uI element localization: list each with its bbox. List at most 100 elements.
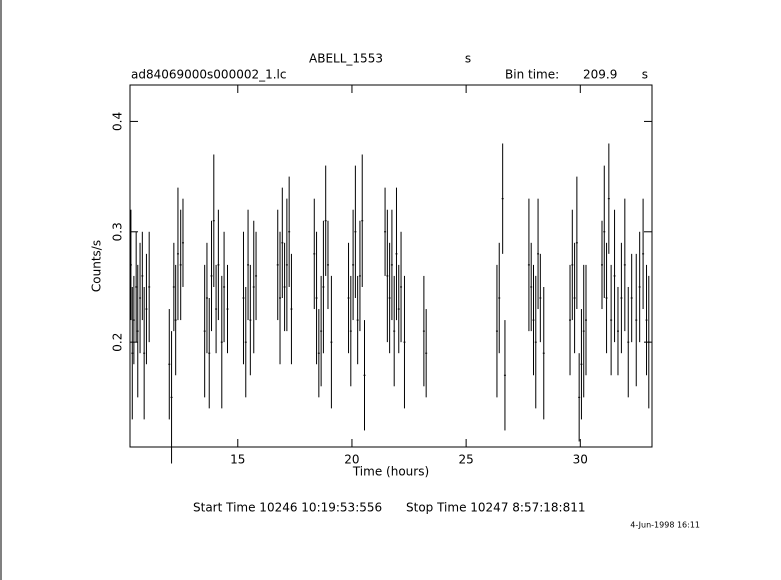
data-point (181, 198, 184, 287)
y-axis-label: Counts/s (90, 240, 104, 292)
data-point (249, 264, 252, 376)
data-point (616, 286, 619, 376)
data-point (315, 231, 318, 365)
data-point (495, 264, 498, 398)
data-point (395, 187, 398, 321)
data-point (534, 275, 537, 409)
data-point (220, 275, 223, 409)
y-tick-label: 0.3 (111, 222, 125, 241)
data-point (386, 209, 389, 343)
data-point (290, 253, 293, 365)
x-axis-label: Time (hours) (352, 465, 429, 479)
data-point (223, 231, 226, 343)
data-point (569, 264, 572, 376)
data-point (605, 242, 608, 354)
data-point (403, 275, 406, 409)
data-point (645, 264, 648, 376)
data-point (210, 220, 213, 332)
data-point (397, 264, 400, 354)
data-point (647, 275, 650, 409)
data-point (635, 253, 638, 387)
data-point (139, 242, 142, 354)
data-point (501, 143, 504, 254)
data-point (352, 209, 355, 321)
data-point (208, 298, 211, 409)
data-point (212, 154, 215, 287)
data-point (422, 275, 425, 387)
data-point (174, 264, 177, 376)
data-point (247, 209, 250, 321)
data-point (498, 242, 501, 354)
data-point (288, 176, 291, 287)
data-point (145, 253, 148, 365)
data-point (425, 309, 428, 398)
data-point (317, 309, 320, 398)
data-point (356, 275, 359, 365)
data-point (613, 209, 616, 343)
data-point (215, 264, 218, 354)
data-point (623, 198, 626, 332)
data-point (580, 309, 583, 420)
data-point (361, 154, 364, 287)
chart-title: ABELL_1553 (309, 52, 383, 66)
data-point (168, 309, 171, 420)
data-point (148, 231, 151, 343)
x-tick-label: 15 (230, 453, 245, 467)
data-point (135, 231, 138, 343)
x-tick-label: 25 (458, 453, 473, 467)
data-point (578, 353, 581, 442)
data-point (244, 286, 247, 398)
start-time: Start Time 10246 10:19:53:556 (193, 501, 382, 515)
data-point (530, 242, 533, 332)
data-point (143, 286, 146, 420)
data-point (610, 264, 613, 376)
data-point (527, 198, 530, 332)
file-name: ad84069000s000002_1.lc (131, 68, 287, 82)
data-point (400, 231, 403, 343)
data-point (281, 187, 284, 299)
data-point (393, 275, 396, 387)
data-point (217, 209, 220, 321)
data-point (607, 143, 610, 254)
data-point (630, 253, 633, 343)
data-point (358, 220, 361, 332)
data-point (322, 220, 325, 354)
data-point (571, 209, 574, 321)
data-point (279, 231, 282, 365)
data-point (320, 275, 323, 387)
data-point (330, 275, 333, 409)
data-point (226, 264, 229, 354)
data-point (390, 209, 393, 321)
bin-time: 209.9 (583, 68, 617, 82)
data-point (276, 209, 279, 321)
data-point (205, 242, 208, 354)
data-point (620, 242, 623, 354)
data-point (582, 264, 585, 398)
data-point (542, 286, 545, 420)
data-point (349, 275, 352, 387)
data-point (242, 231, 245, 365)
data-point (129, 209, 132, 321)
data-point (283, 242, 286, 332)
x-tick-label: 30 (573, 453, 588, 467)
data-point (532, 264, 535, 376)
y-tick-label: 0.4 (111, 112, 125, 131)
data-point (141, 231, 144, 321)
data-point (285, 198, 288, 332)
data-point (627, 286, 630, 398)
data-point (179, 209, 182, 321)
date-stamp: 4-Jun-1998 16:11 (630, 521, 700, 530)
data-point (131, 286, 134, 420)
data-point (638, 231, 641, 343)
plot-frame (129, 84, 653, 448)
data-point (313, 198, 316, 310)
x-tick-label: 20 (344, 453, 359, 467)
bin-time-label: Bin time: (505, 68, 559, 82)
data-point (539, 253, 542, 343)
data-point (347, 242, 350, 354)
data-point (600, 220, 603, 310)
bin-time-unit: s (642, 68, 648, 82)
data-point (172, 242, 175, 332)
data-point (170, 331, 173, 464)
